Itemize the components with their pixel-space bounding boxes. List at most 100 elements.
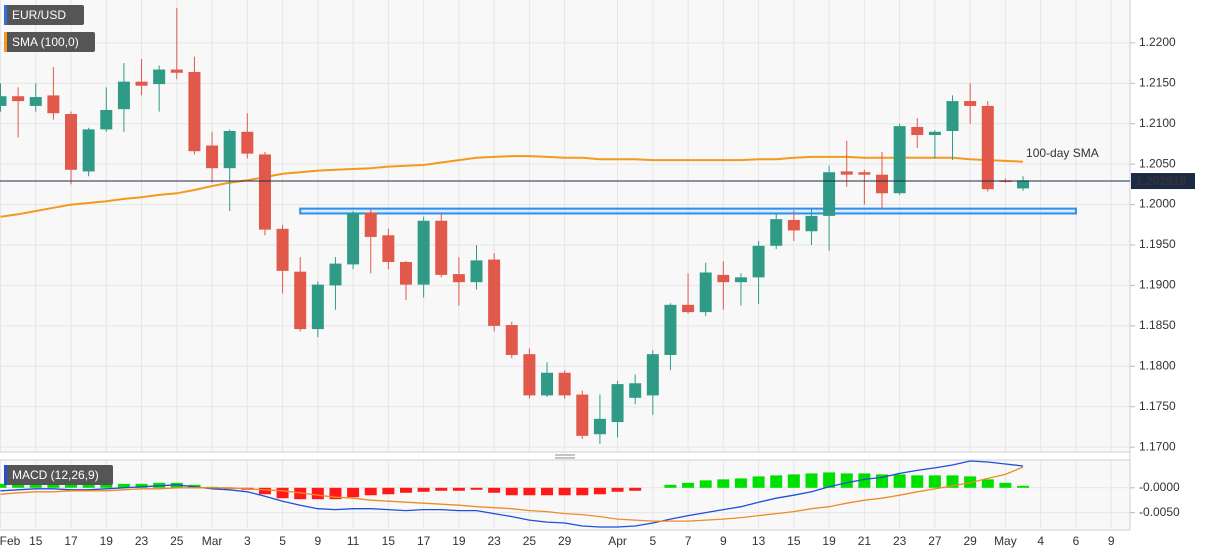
histogram-bar: [558, 487, 571, 496]
histogram-bar: [593, 487, 606, 495]
y-tick-label: 1.1750: [1139, 399, 1176, 413]
candle-body: [206, 145, 219, 169]
candle-body: [911, 126, 924, 136]
candle-body: [382, 235, 395, 262]
histogram-bar: [364, 487, 377, 496]
histogram-bar: [505, 487, 518, 496]
x-tick-label: 19: [822, 534, 836, 548]
histogram-bar: [999, 482, 1012, 488]
y-tick-label: 1.1800: [1139, 358, 1176, 372]
candle-body: [770, 219, 783, 246]
x-tick-label: 15: [787, 534, 801, 548]
x-tick-label: 27: [928, 534, 942, 548]
histogram-bar: [858, 473, 871, 488]
candle-body: [488, 259, 501, 326]
candle-body: [876, 174, 888, 194]
candle-body: [435, 220, 448, 275]
histogram-bar: [29, 483, 42, 488]
x-tick-label: 15: [29, 534, 43, 548]
candle-body: [82, 129, 95, 172]
x-tick-label: 9: [720, 534, 727, 548]
y-tick-label: 1.2150: [1139, 75, 1176, 89]
macd-title-box: MACD (12,26,9): [4, 465, 113, 485]
candle-body: [823, 172, 836, 216]
candle-body: [0, 96, 7, 106]
histogram-bar: [135, 483, 148, 488]
candle-body: [135, 81, 148, 86]
histogram-bar: [981, 479, 994, 488]
histogram-bar: [452, 487, 465, 491]
histogram-bar: [682, 482, 695, 488]
last-price-label: 1.202910: [1136, 174, 1186, 188]
x-tick-label: 19: [452, 534, 466, 548]
legend[interactable]: SMA (100,0): [4, 32, 95, 52]
x-tick-label: 3: [244, 534, 251, 548]
candle-body: [100, 109, 113, 130]
candle-body: [752, 245, 765, 278]
histogram-bar: [717, 479, 730, 488]
y-tick-label: 1.2050: [1139, 156, 1176, 170]
panel-handle[interactable]: [555, 454, 575, 459]
macd-line: [0, 466, 1024, 522]
candle-body: [311, 284, 324, 330]
y-tick-label: 1.2200: [1139, 35, 1176, 49]
candle-body: [452, 274, 465, 283]
histogram-bar: [840, 473, 853, 488]
x-tick-label: 17: [64, 534, 78, 548]
histogram-bar: [258, 487, 271, 495]
x-tick-label: 21: [858, 534, 872, 548]
title-box: EUR/USD: [4, 5, 84, 25]
support-zone: [299, 207, 1077, 215]
histogram-bar: [752, 476, 765, 488]
legend-bg: [4, 32, 95, 52]
legend-swatch: [4, 32, 7, 52]
candle-body: [1017, 180, 1030, 189]
x-tick-label: 9: [314, 534, 321, 548]
histogram-bar: [65, 483, 78, 488]
histogram-bar: [734, 478, 747, 488]
x-tick-label: 6: [1073, 534, 1080, 548]
histogram-bar: [117, 483, 130, 488]
legend-swatch: [4, 5, 7, 25]
macd-line: [0, 460, 1024, 528]
histogram-bar: [664, 484, 677, 488]
x-tick-label: 23: [487, 534, 501, 548]
histogram-bar: [47, 483, 60, 488]
y-tick-label: -0.0000: [1139, 480, 1180, 494]
histogram-bar: [399, 487, 412, 493]
histogram-bar: [470, 487, 483, 490]
histogram-bar: [823, 472, 836, 488]
candle-body: [117, 81, 130, 110]
histogram-bar: [911, 475, 924, 488]
sma-annotation: 100-day SMA: [1026, 146, 1099, 160]
histogram-bar: [787, 474, 800, 488]
candle-body: [505, 325, 518, 355]
histogram-bar: [12, 483, 25, 488]
plot: 1.1700 1.1750 1.1800 1.1850 1.1900 1.1950 1.20…: [0, 0, 1195, 548]
candle-body: [170, 69, 183, 73]
candle-body: [611, 384, 624, 423]
candle-body: [840, 171, 853, 175]
x-tick-label: May: [994, 534, 1017, 548]
histogram-bar: [0, 483, 7, 488]
candle-body: [417, 220, 430, 285]
candle-body: [664, 304, 677, 355]
x-tick-label: Feb: [0, 534, 21, 548]
histogram-bar: [347, 487, 360, 498]
x-tick-label: 25: [170, 534, 184, 548]
histogram-bar: [435, 487, 448, 491]
candle-body: [593, 418, 606, 435]
candle-body: [347, 212, 360, 265]
histogram-bar: [294, 487, 307, 500]
candle-body: [47, 95, 60, 114]
candle-body: [946, 101, 959, 131]
histogram-bar: [928, 475, 941, 488]
histogram-bar: [311, 487, 324, 500]
histogram-bar: [699, 480, 712, 488]
candle-body: [276, 228, 289, 271]
x-tick-label: 11: [347, 534, 360, 548]
candle-body: [682, 304, 695, 313]
candle-body: [629, 383, 642, 398]
histogram-bar: [770, 475, 783, 488]
